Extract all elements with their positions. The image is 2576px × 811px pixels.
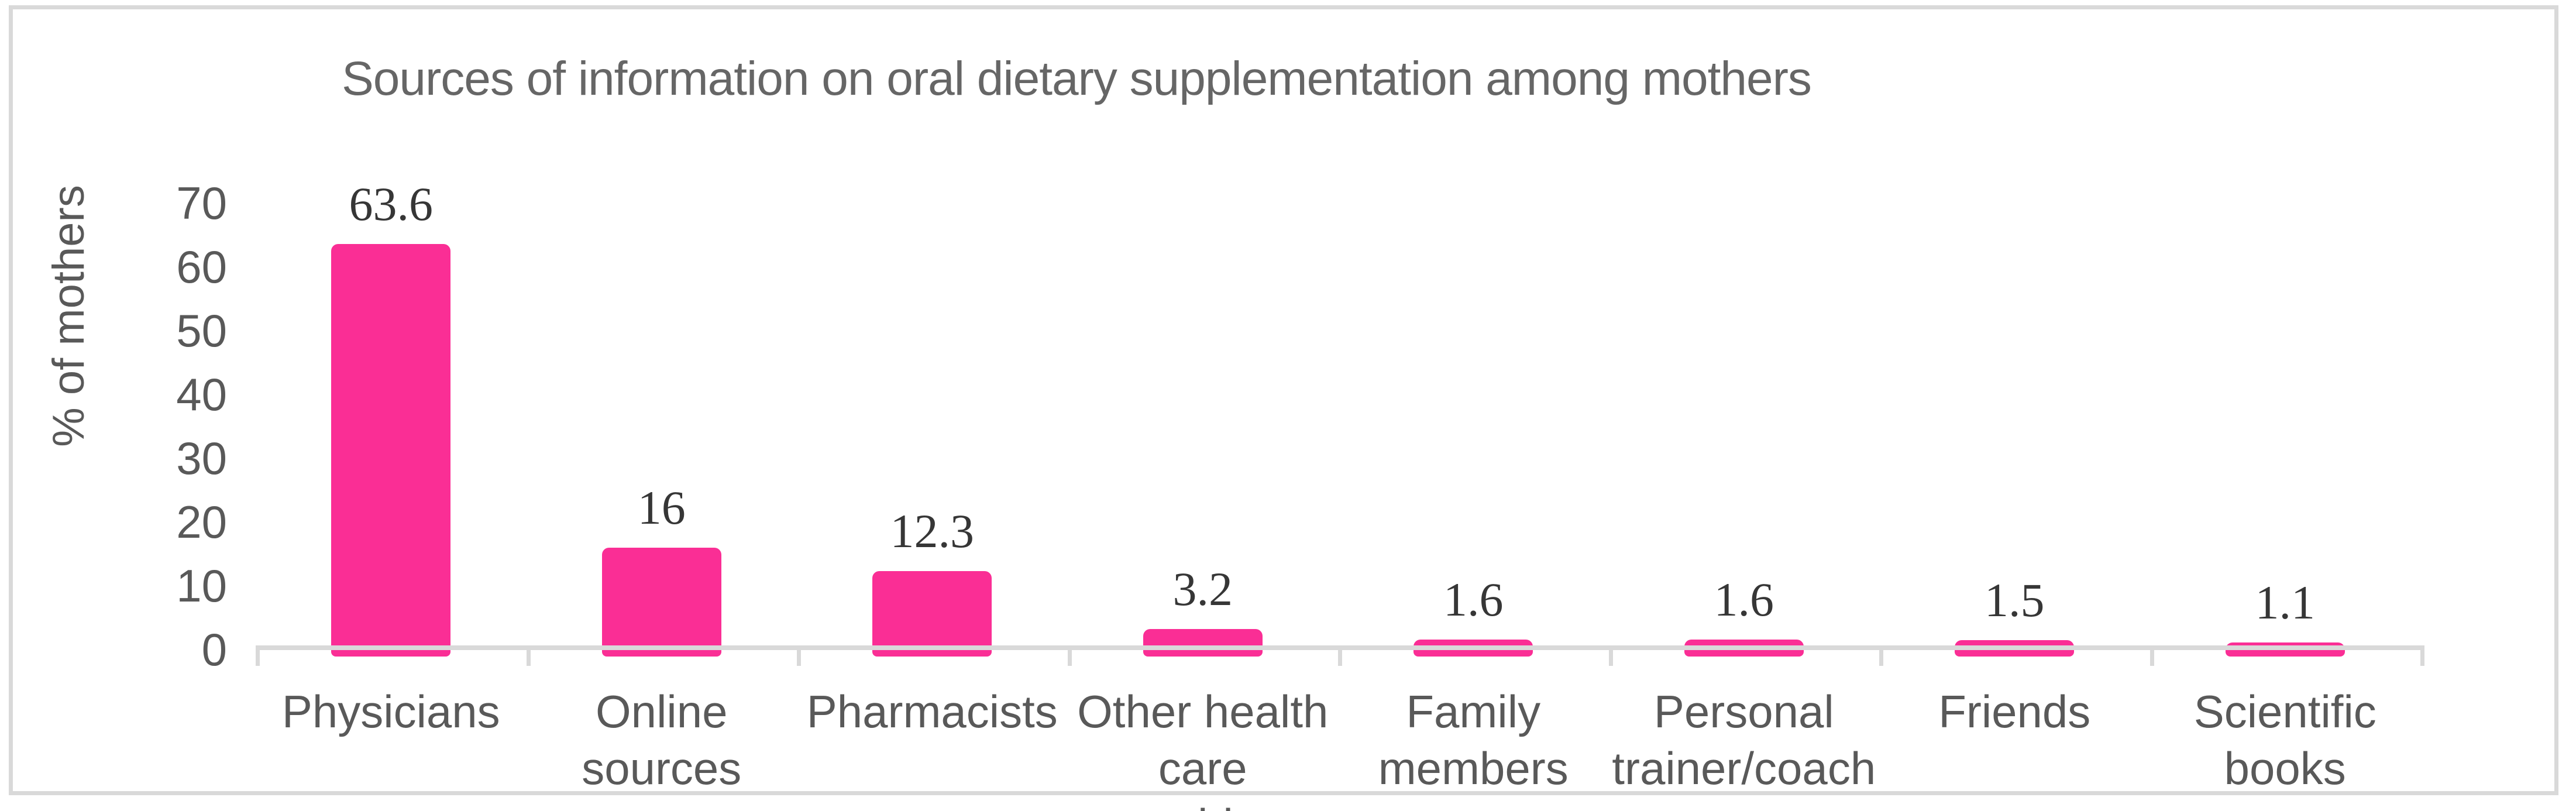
axis-tick xyxy=(1608,650,1613,666)
chart-title: Sources of information on oral dietary s… xyxy=(342,52,1812,105)
bar xyxy=(1143,629,1263,657)
y-tick-label: 70 xyxy=(176,177,227,229)
category-label: Online sources xyxy=(582,686,742,794)
y-tick-label: 0 xyxy=(201,624,227,675)
y-tick-label: 50 xyxy=(176,305,227,356)
bar-value-label: 1.1 xyxy=(2255,576,2316,629)
axis-tick xyxy=(1338,650,1342,666)
bar xyxy=(601,547,721,657)
y-tick-label: 20 xyxy=(176,496,227,548)
axis-tick xyxy=(1067,650,1072,666)
y-tick-label: 60 xyxy=(176,241,227,293)
axis-tick xyxy=(256,650,260,666)
y-tick-label: 40 xyxy=(176,369,227,420)
category-label: Personal trainer/coach xyxy=(1612,686,1876,794)
bar-value-label: 3.2 xyxy=(1172,562,1233,616)
category-label: Other health care providers xyxy=(1077,686,1329,811)
axis-tick xyxy=(1879,650,1883,666)
y-tick-label: 10 xyxy=(176,560,227,611)
category-label: Friends xyxy=(1938,686,2091,737)
category-label: Scientific books xyxy=(2193,686,2376,794)
bar-value-label: 16 xyxy=(637,480,686,534)
x-axis-line xyxy=(256,645,2424,650)
bar xyxy=(872,571,992,657)
category-label: Family members xyxy=(1378,686,1569,794)
y-tick-label: 30 xyxy=(176,432,227,484)
bar-value-label: 63.6 xyxy=(349,177,434,231)
bar xyxy=(331,243,451,657)
axis-tick xyxy=(526,650,531,666)
category-label: Pharmacists xyxy=(806,686,1058,737)
axis-tick xyxy=(2420,650,2424,666)
bar-value-label: 1.5 xyxy=(1985,573,2045,627)
axis-tick xyxy=(797,650,801,666)
axis-tick xyxy=(2149,650,2154,666)
bar-value-label: 1.6 xyxy=(1714,572,1774,626)
category-label: Physicians xyxy=(281,686,500,737)
bar-value-label: 1.6 xyxy=(1443,572,1504,626)
bar-value-label: 12.3 xyxy=(890,504,975,558)
